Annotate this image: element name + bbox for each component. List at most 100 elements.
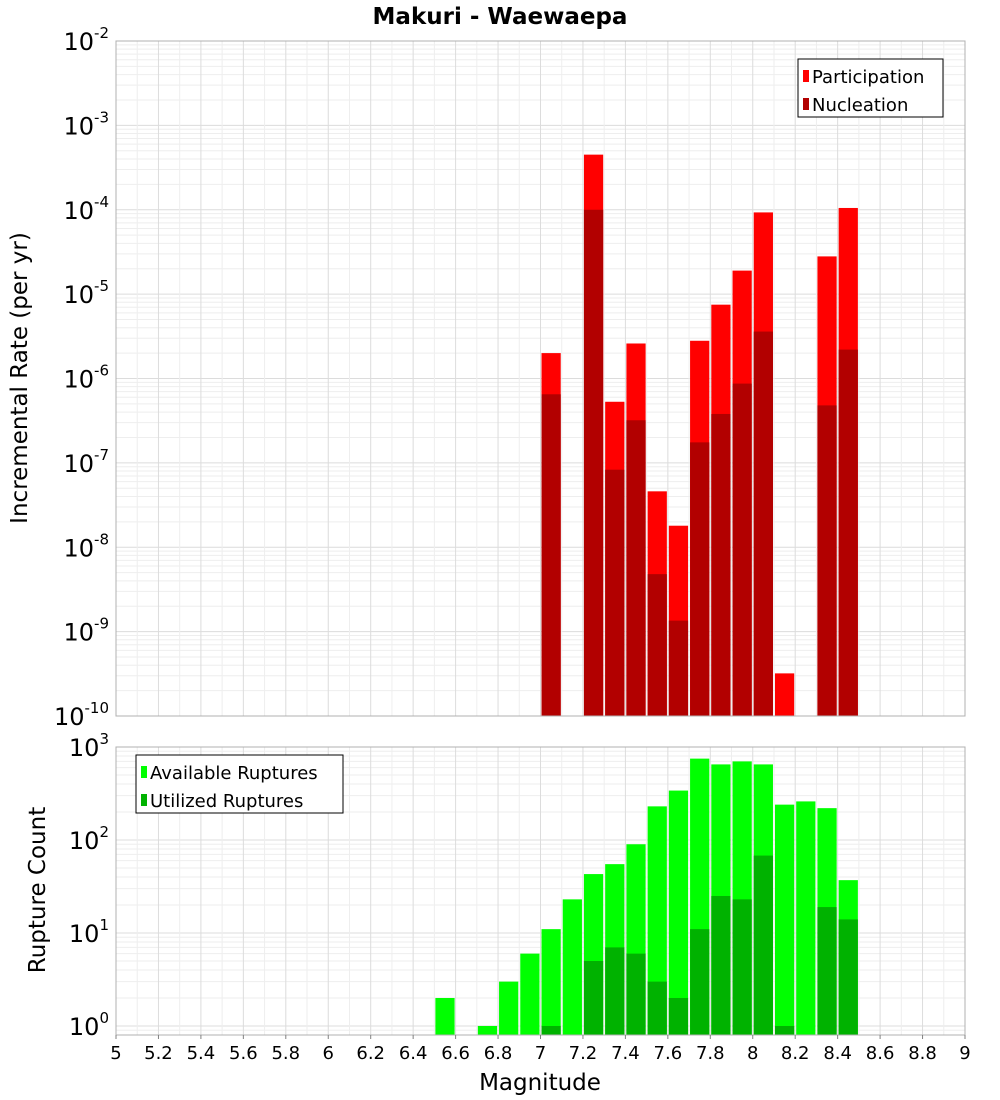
rate-bar-secondary [753, 331, 773, 716]
x-tick-label: 8 [747, 1043, 758, 1064]
count-bar-secondary [774, 1025, 795, 1035]
count-y-tick-label: 102 [69, 823, 109, 855]
x-tick-label: 8.6 [866, 1043, 895, 1064]
rate-y-tick-exponent: -2 [94, 24, 109, 42]
count-bar-secondary [541, 1025, 561, 1035]
x-tick-label: 7.8 [696, 1043, 725, 1064]
count-bar-secondary [838, 919, 858, 1035]
x-tick-label: 7.2 [569, 1043, 598, 1064]
rate-panel: 10-1010-910-810-710-610-510-410-310-2Par… [54, 24, 966, 731]
count-y-tick-label: 100 [69, 1009, 109, 1041]
rate-y-tick-exponent: -4 [94, 193, 109, 211]
rate-bar-secondary [605, 469, 625, 716]
rate-bar-secondary [668, 620, 689, 716]
x-tick-label: 8.2 [781, 1043, 810, 1064]
rate-y-tick-label: 10-8 [63, 530, 109, 562]
count-bar-secondary [647, 981, 667, 1035]
rate-legend-swatch [803, 70, 809, 82]
rate-bars [541, 154, 858, 717]
count-legend-swatch [141, 766, 147, 778]
rate-legend: Participation Nucleation [797, 58, 944, 118]
count-legend-swatch [141, 794, 147, 806]
rate-y-tick-exponent: -3 [94, 108, 109, 126]
x-tick-label: 6 [323, 1043, 334, 1064]
count-legend-label: Utilized Ruptures [150, 791, 303, 812]
count-bar-secondary [605, 947, 625, 1035]
count-y-tick-base: 10 [69, 920, 100, 948]
x-tick-label: 7.4 [611, 1043, 640, 1064]
count-bar-secondary [817, 907, 837, 1035]
count-bar-primary [520, 953, 540, 1035]
count-bar-secondary [753, 855, 773, 1035]
rate-y-tick-label: 10-2 [63, 24, 109, 56]
x-tick-label: 5 [110, 1043, 121, 1064]
count-y-tick-label: 101 [69, 916, 109, 948]
x-tick-label: 6.4 [399, 1043, 428, 1064]
chart-title: Makuri - Waewaepa [373, 4, 628, 30]
count-bar-primary [541, 929, 561, 1035]
rate-bar-secondary [583, 209, 604, 716]
x-tick-label: 5.4 [187, 1043, 216, 1064]
rate-y-tick-exponent: -6 [94, 362, 109, 380]
count-bar-secondary [690, 929, 710, 1035]
rate-y-tick-exponent: -5 [94, 277, 109, 295]
rate-bar-secondary [711, 413, 731, 716]
count-bar-secondary [626, 953, 646, 1035]
count-y-tick-base: 10 [69, 827, 100, 855]
rate-legend-label: Nucleation [812, 95, 908, 116]
count-bar-secondary [711, 895, 731, 1035]
rate-legend-box [797, 58, 944, 118]
x-tick-label: 6.8 [484, 1043, 513, 1064]
count-y-tick-exponent: 1 [99, 916, 109, 934]
count-bar-primary [774, 804, 795, 1035]
count-bar-primary [562, 899, 582, 1035]
count-y-tick-exponent: 2 [99, 823, 109, 841]
count-x-ticks: 5 5.2 5.4 5.6 5.8 6 6.2 6.4 6.6 6.8 7 7.2 7.4 7.6 7.8 8… [110, 1035, 971, 1064]
rate-bar-secondary [817, 405, 837, 716]
rate-bar-secondary [732, 383, 752, 716]
count-y-tick-base: 10 [69, 1013, 100, 1041]
count-bar-secondary [668, 997, 689, 1035]
count-bar-primary [647, 806, 667, 1035]
count-y-axis-label: Rupture Count [25, 807, 51, 973]
x-tick-label: 6.6 [441, 1043, 470, 1064]
count-bars [435, 758, 858, 1035]
count-y-tick-exponent: 0 [99, 1009, 109, 1027]
count-legend-label: Available Ruptures [150, 763, 318, 784]
rate-y-tick-base: 10 [63, 281, 94, 309]
rate-y-axis-label: Incremental Rate (per yr) [7, 232, 33, 524]
x-tick-label: 8.4 [823, 1043, 852, 1064]
rate-y-tick-base: 10 [63, 534, 94, 562]
rate-y-tick-exponent: -9 [94, 615, 109, 633]
rate-y-tick-base: 10 [63, 450, 94, 478]
magnitude-x-axis-label: Magnitude [479, 1070, 601, 1096]
rate-y-tick-label: 10-6 [63, 362, 109, 394]
rate-bar-secondary [541, 394, 561, 716]
count-bar-primary [435, 997, 455, 1035]
count-y-tick-exponent: 3 [99, 730, 109, 748]
rate-bar-secondary [838, 349, 858, 716]
rate-bar-primary [774, 673, 795, 716]
count-bar-primary [796, 801, 816, 1035]
rate-y-tick-base: 10 [63, 112, 94, 140]
rate-y-tick-label: 10-3 [63, 108, 109, 140]
rate-bar-secondary [690, 442, 710, 716]
rate-y-tick-base: 10 [63, 197, 94, 225]
count-y-tick-label: 103 [69, 730, 109, 762]
rate-y-tick-label: 10-9 [63, 615, 109, 647]
count-legend: Available Ruptures Utilized Ruptures [135, 754, 344, 814]
rate-legend-swatch [803, 98, 809, 110]
rate-y-tick-exponent: -7 [94, 446, 109, 464]
x-tick-label: 8.8 [908, 1043, 937, 1064]
rate-grid [115, 40, 966, 717]
rate-plot-frame [115, 40, 966, 717]
rate-y-tick-base: 10 [63, 619, 94, 647]
rate-bar-secondary [647, 574, 667, 716]
rate-y-tick-exponent: -10 [85, 699, 110, 717]
rate-y-tick-label: 10-4 [63, 193, 109, 225]
